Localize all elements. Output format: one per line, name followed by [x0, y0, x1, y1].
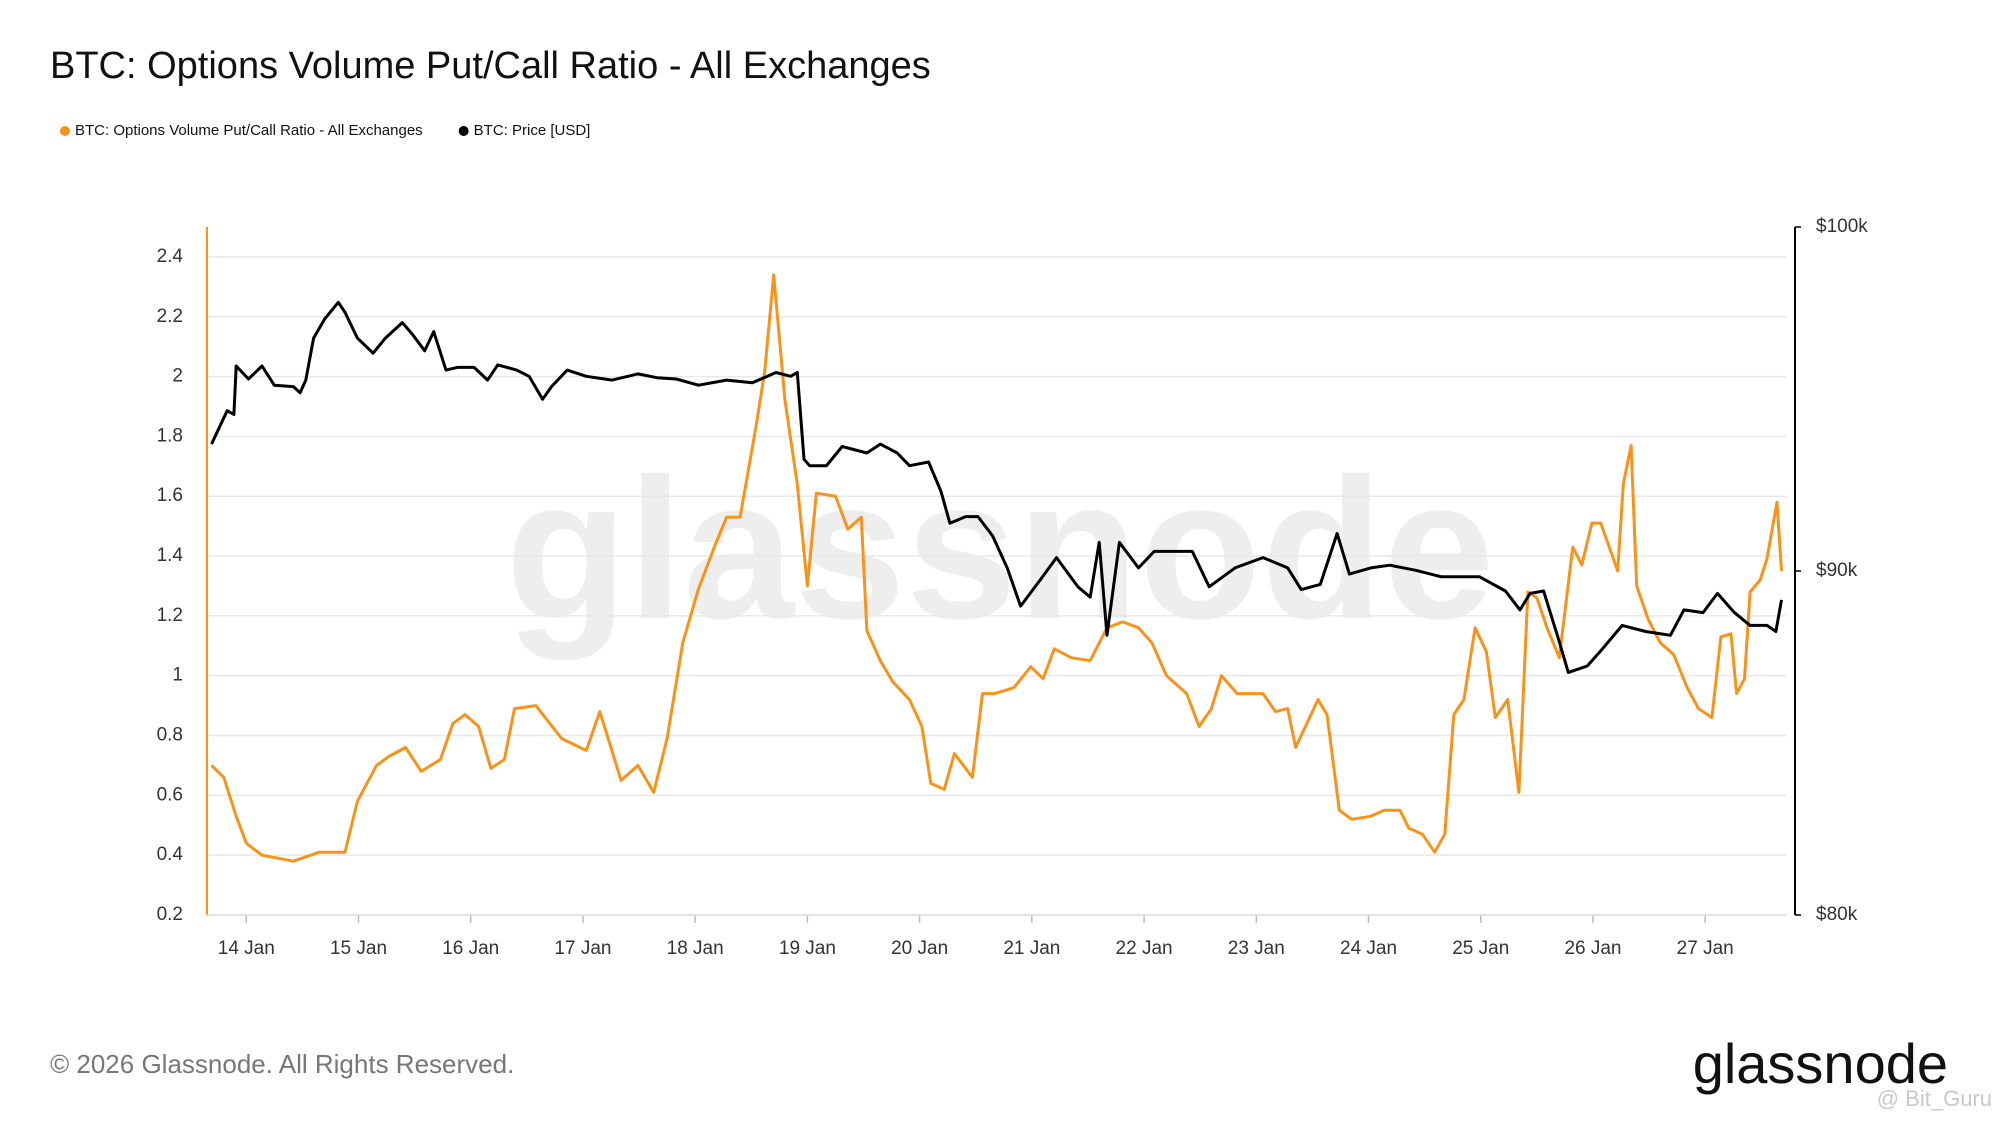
y-tick-label: 1 [172, 665, 183, 686]
user-watermark: @ Bit_Guru [1877, 1086, 1992, 1111]
y-tick-label: 2.2 [157, 306, 183, 327]
x-tick-label: 25 Jan [1452, 938, 1509, 959]
x-tick-label: 18 Jan [667, 938, 724, 959]
y-tick-label: 1.2 [157, 605, 183, 626]
x-tick-label: 21 Jan [1003, 938, 1060, 959]
y-tick-label: 0.2 [157, 904, 183, 925]
footer: © 2026 Glassnode. All Rights Reserved. [50, 1049, 514, 1079]
y-tick-label: 1.8 [157, 425, 183, 446]
x-tick-label: 20 Jan [891, 938, 948, 959]
legend: BTC: Options Volume Put/Call Ratio - All… [60, 122, 590, 139]
legend-marker [458, 126, 469, 136]
x-tick-label: 26 Jan [1564, 938, 1621, 959]
y-tick-label: 2.4 [157, 246, 184, 267]
y-tick-label: 1.6 [157, 485, 183, 506]
y2-tick-label: $100k [1816, 216, 1868, 237]
legend-label: BTC: Options Volume Put/Call Ratio - All… [75, 122, 423, 139]
y-tick-label: 0.8 [157, 725, 183, 746]
x-tick-label: 16 Jan [442, 938, 499, 959]
y2-tick-label: $90k [1816, 560, 1858, 581]
y-tick-label: 1.4 [157, 545, 184, 566]
series-line [210, 300, 1783, 674]
y-tick-label: 0.4 [157, 844, 184, 865]
x-tick-label: 17 Jan [554, 938, 611, 959]
series-line [210, 273, 1783, 863]
chart-title: BTC: Options Volume Put/Call Ratio - All… [50, 45, 931, 87]
x-tick-label: 19 Jan [779, 938, 836, 959]
x-tick-label: 27 Jan [1677, 938, 1734, 959]
y-tick-label: 2 [172, 366, 183, 387]
x-tick-label: 22 Jan [1116, 938, 1173, 959]
y-tick-label: 0.6 [157, 784, 183, 805]
legend-label: BTC: Price [USD] [474, 122, 591, 139]
logo: glassnode [1693, 1032, 1948, 1095]
x-tick-label: 24 Jan [1340, 938, 1397, 959]
y2-tick-label: $80k [1816, 904, 1858, 925]
x-tick-label: 15 Jan [330, 938, 387, 959]
x-tick-label: 23 Jan [1228, 938, 1285, 959]
legend-marker [60, 126, 70, 136]
x-tick-label: 14 Jan [218, 938, 275, 959]
